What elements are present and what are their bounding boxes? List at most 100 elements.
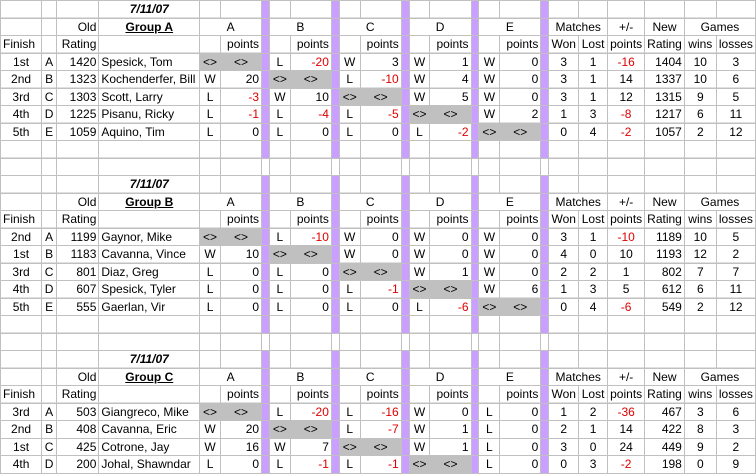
separator[interactable] — [400, 122, 410, 141]
separator[interactable] — [330, 280, 340, 299]
separator[interactable] — [330, 122, 340, 141]
cell[interactable] — [338, 35, 361, 54]
cell[interactable] — [338, 140, 361, 159]
separator[interactable] — [470, 385, 480, 404]
result-cell[interactable]: W — [478, 245, 501, 264]
points-cell[interactable]: 0 — [429, 227, 472, 246]
lost-cell[interactable]: 0 — [578, 437, 609, 456]
result-cell[interactable]: <> — [338, 437, 361, 456]
wins-cell[interactable]: 10 — [683, 227, 717, 246]
lost-cell[interactable]: 3 — [578, 105, 609, 124]
result-cell[interactable]: W — [478, 87, 501, 106]
header-matches[interactable]: Matches — [548, 17, 609, 36]
cell[interactable] — [0, 350, 43, 369]
header-pm-points[interactable]: points — [607, 385, 646, 404]
result-cell[interactable]: L — [268, 262, 291, 281]
lost-cell[interactable]: 3 — [578, 455, 609, 474]
separator[interactable] — [540, 192, 550, 211]
header-old[interactable]: Old — [56, 17, 100, 36]
cell[interactable] — [578, 315, 609, 334]
header-new-rating[interactable]: Rating — [644, 35, 685, 54]
separator[interactable] — [330, 17, 340, 36]
result-cell[interactable]: L — [268, 52, 291, 71]
finish-cell[interactable]: 2nd — [0, 227, 43, 246]
cell[interactable] — [683, 350, 717, 369]
separator[interactable] — [400, 280, 410, 299]
header-games[interactable]: Games — [683, 367, 756, 386]
points-cell[interactable]: 16 — [219, 437, 263, 456]
won-cell[interactable]: 0 — [548, 122, 580, 141]
cell[interactable] — [478, 0, 501, 19]
cell[interactable] — [41, 192, 58, 211]
header-matches[interactable]: Matches — [548, 367, 609, 386]
header-points[interactable]: points — [499, 35, 542, 54]
cell[interactable] — [199, 332, 221, 351]
result-cell[interactable]: W — [408, 245, 431, 264]
cell[interactable] — [499, 175, 542, 194]
points-cell[interactable]: 0 — [359, 227, 402, 246]
separator[interactable] — [470, 87, 480, 106]
header-games[interactable]: Games — [683, 192, 756, 211]
won-cell[interactable]: 2 — [548, 420, 580, 439]
plusminus-cell[interactable]: 24 — [607, 437, 646, 456]
cell[interactable] — [0, 157, 43, 176]
cell[interactable] — [644, 0, 685, 19]
cell[interactable] — [338, 385, 361, 404]
old-rating-cell[interactable]: 1303 — [56, 87, 100, 106]
new-rating-cell[interactable]: 802 — [644, 262, 685, 281]
plusminus-cell[interactable]: 14 — [607, 420, 646, 439]
plusminus-cell[interactable]: -8 — [607, 105, 646, 124]
header-col-d[interactable]: D — [408, 17, 472, 36]
separator[interactable] — [540, 87, 550, 106]
header-losses[interactable]: losses — [715, 35, 756, 54]
points-cell[interactable]: 0 — [359, 122, 402, 141]
points-cell[interactable]: 0 — [219, 297, 263, 316]
separator[interactable] — [400, 350, 410, 369]
cell[interactable] — [219, 175, 263, 194]
header-points[interactable]: points — [289, 385, 332, 404]
header-rating[interactable]: Rating — [56, 385, 100, 404]
points-cell[interactable]: 0 — [499, 262, 542, 281]
header-col-a[interactable]: A — [199, 17, 263, 36]
cell[interactable] — [219, 140, 263, 159]
new-rating-cell[interactable]: 612 — [644, 280, 685, 299]
result-cell[interactable]: L — [268, 105, 291, 124]
cell[interactable] — [359, 350, 402, 369]
cell[interactable] — [98, 157, 201, 176]
cell[interactable] — [408, 385, 431, 404]
header-new[interactable]: New — [644, 17, 685, 36]
result-cell[interactable]: L — [478, 455, 501, 474]
cell[interactable] — [499, 0, 542, 19]
cell[interactable] — [408, 0, 431, 19]
separator[interactable] — [540, 437, 550, 456]
separator[interactable] — [330, 297, 340, 316]
header-col-c[interactable]: C — [338, 17, 402, 36]
points-cell[interactable]: <> — [289, 245, 332, 264]
separator[interactable] — [261, 227, 270, 246]
cell[interactable] — [548, 315, 580, 334]
separator[interactable] — [540, 175, 550, 194]
separator[interactable] — [470, 17, 480, 36]
wins-cell[interactable]: 9 — [683, 437, 717, 456]
separator[interactable] — [540, 70, 550, 89]
won-cell[interactable]: 3 — [548, 87, 580, 106]
points-cell[interactable]: -4 — [289, 105, 332, 124]
lost-cell[interactable]: 1 — [578, 420, 609, 439]
separator[interactable] — [261, 122, 270, 141]
seed-cell[interactable]: A — [41, 52, 58, 71]
separator[interactable] — [261, 437, 270, 456]
points-cell[interactable]: <> — [289, 420, 332, 439]
points-cell[interactable]: -3 — [219, 87, 263, 106]
losses-cell[interactable]: 7 — [715, 262, 756, 281]
separator[interactable] — [261, 280, 270, 299]
points-cell[interactable]: <> — [219, 227, 263, 246]
cell[interactable] — [578, 0, 609, 19]
separator[interactable] — [330, 245, 340, 264]
separator[interactable] — [400, 420, 410, 439]
player-name-cell[interactable]: Spesick, Tyler — [98, 280, 201, 299]
lost-cell[interactable]: 1 — [578, 70, 609, 89]
separator[interactable] — [330, 35, 340, 54]
cell[interactable] — [644, 315, 685, 334]
finish-cell[interactable]: 4th — [0, 455, 43, 474]
cell[interactable] — [408, 210, 431, 229]
